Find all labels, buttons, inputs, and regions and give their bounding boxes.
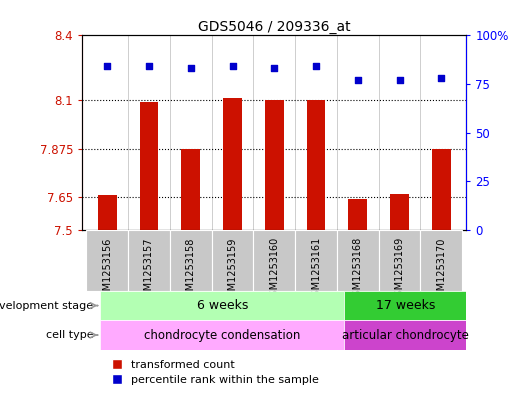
Point [437, 75, 446, 81]
Point [187, 65, 195, 72]
Bar [265, 100, 284, 230]
Point [103, 63, 111, 70]
Bar [348, 198, 367, 230]
Text: articular chondrocyte: articular chondrocyte [342, 329, 469, 342]
Point [395, 77, 404, 83]
Legend: transformed count, percentile rank within the sample: transformed count, percentile rank withi… [107, 355, 324, 390]
Bar [139, 102, 158, 230]
Text: GSM1253156: GSM1253156 [102, 237, 112, 303]
Text: cell type: cell type [46, 330, 93, 340]
Bar [223, 98, 242, 230]
Bar [307, 100, 325, 230]
Bar [253, 230, 295, 291]
Text: GSM1253168: GSM1253168 [353, 237, 363, 303]
Bar [344, 320, 466, 350]
Text: chondrocyte condensation: chondrocyte condensation [144, 329, 301, 342]
Bar [420, 230, 462, 291]
Bar [101, 291, 344, 320]
Point [145, 63, 153, 70]
Bar [379, 230, 420, 291]
Text: GSM1253161: GSM1253161 [311, 237, 321, 303]
Text: GSM1253170: GSM1253170 [436, 237, 446, 303]
Bar [211, 230, 253, 291]
Bar [101, 320, 344, 350]
Bar [181, 149, 200, 230]
Point [354, 77, 362, 83]
Text: 6 weeks: 6 weeks [197, 299, 248, 312]
Point [270, 65, 279, 72]
Text: 17 weeks: 17 weeks [376, 299, 435, 312]
Bar [390, 194, 409, 230]
Bar [295, 230, 337, 291]
Text: GSM1253158: GSM1253158 [186, 237, 196, 303]
Point [312, 63, 320, 70]
Text: GSM1253169: GSM1253169 [394, 237, 404, 303]
Bar [98, 195, 117, 230]
Bar [344, 291, 466, 320]
Bar [128, 230, 170, 291]
Bar [86, 230, 128, 291]
Text: GSM1253159: GSM1253159 [227, 237, 237, 303]
Bar [170, 230, 211, 291]
Text: development stage: development stage [0, 301, 93, 310]
Title: GDS5046 / 209336_at: GDS5046 / 209336_at [198, 20, 350, 34]
Bar [432, 149, 450, 230]
Text: GSM1253160: GSM1253160 [269, 237, 279, 303]
Text: GSM1253157: GSM1253157 [144, 237, 154, 303]
Point [228, 63, 237, 70]
Bar [337, 230, 379, 291]
